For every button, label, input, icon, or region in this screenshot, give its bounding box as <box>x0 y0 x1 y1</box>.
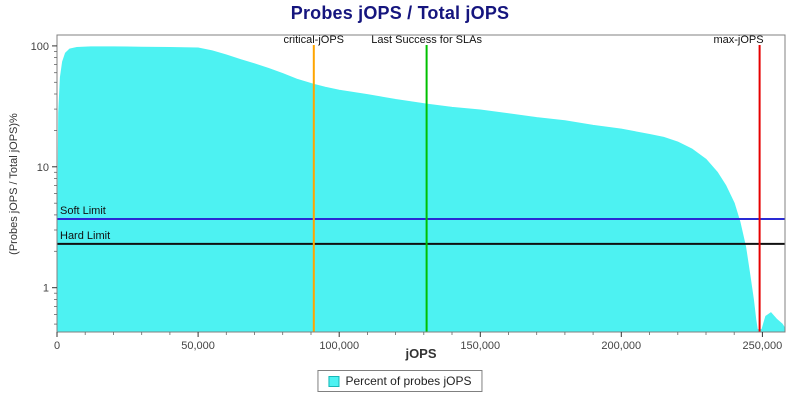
x-axis-label: jOPS <box>405 346 437 361</box>
y-tick-label-2: 100 <box>31 41 49 53</box>
x-tick-label-5: 250,000 <box>743 340 783 352</box>
hline-label-1: Hard Limit <box>60 230 110 242</box>
y-tick-label-0: 1 <box>43 283 49 295</box>
vline-label-2: max-jOPS <box>713 34 763 46</box>
x-tick-label-1: 50,000 <box>181 340 215 352</box>
area-series <box>56 46 786 333</box>
legend-box: Percent of probes jOPS <box>317 370 483 392</box>
y-axis-label: (Probes jOPS / Total jOPS)% <box>8 113 20 255</box>
x-tick-label-0: 0 <box>54 340 60 352</box>
hline-label-0: Soft Limit <box>60 205 106 217</box>
page-title: Probes jOPS / Total jOPS <box>290 3 510 23</box>
y-tick-label-1: 10 <box>37 162 49 174</box>
vline-label-1: Last Success for SLAs <box>371 34 482 46</box>
legend-item-label: Percent of probes jOPS <box>345 374 472 388</box>
legend-color-swatch-icon <box>328 375 340 387</box>
x-tick-label-3: 150,000 <box>460 340 500 352</box>
x-tick-label-2: 100,000 <box>319 340 359 352</box>
vline-label-0: critical-jOPS <box>284 34 345 46</box>
plot-border <box>56 34 786 333</box>
x-tick-label-4: 200,000 <box>601 340 641 352</box>
